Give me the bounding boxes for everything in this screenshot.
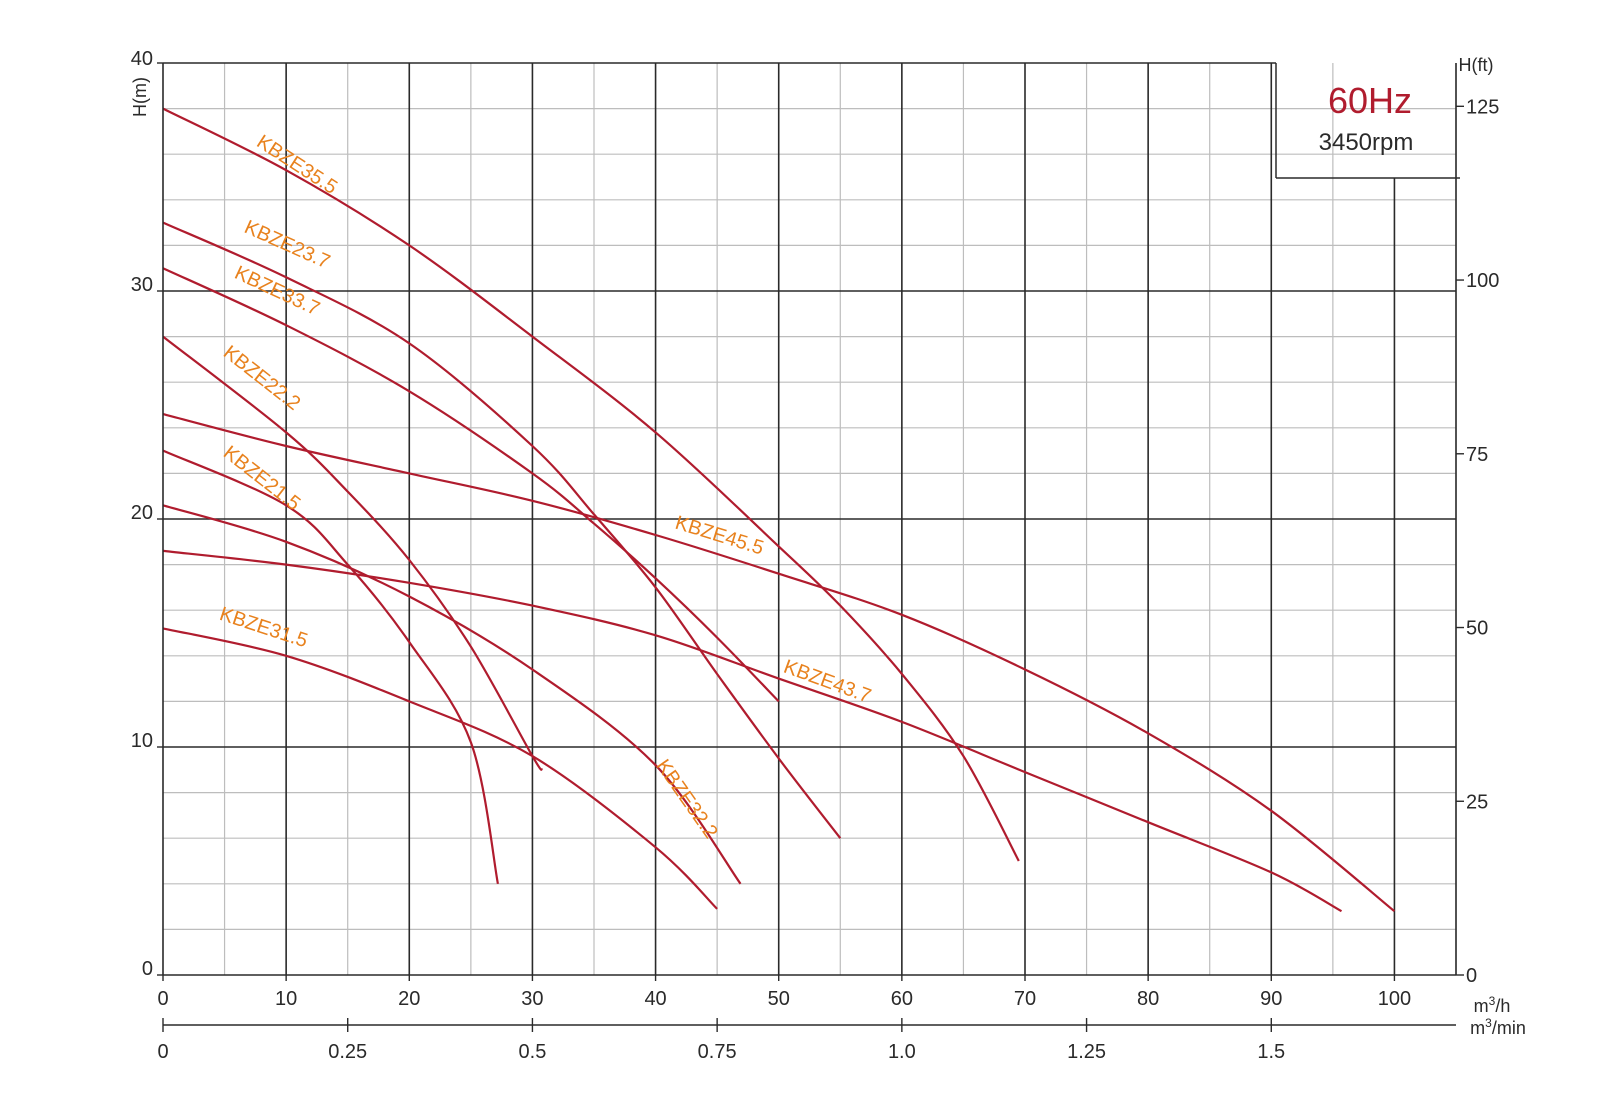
curve-kbze32-2 — [162, 504, 742, 885]
x2-tick-label: 0 — [157, 1041, 168, 1063]
frequency-box: 60Hz 3450rpm — [1275, 63, 1460, 179]
curve-label-kbze43-7: KBZE43.7 — [781, 656, 874, 708]
x2-tick-label: 0.75 — [698, 1041, 737, 1063]
x-unit-secondary: m3/min — [1470, 1016, 1526, 1038]
curve-kbze45-5 — [162, 413, 1396, 913]
y-tick-label: 10 — [131, 730, 153, 752]
svg-text:m3/h: m3/h — [1474, 994, 1511, 1016]
x-tick-label: 60 — [891, 988, 913, 1010]
x-tick-label: 0 — [157, 988, 168, 1010]
x-tick-label: 30 — [521, 988, 543, 1010]
curve-label-kbze23-7: KBZE23.7 — [241, 216, 333, 273]
y-tick-label: 40 — [131, 48, 153, 70]
x-tick-label: 10 — [275, 988, 297, 1010]
y-tick-label: 30 — [131, 274, 153, 296]
y-right-tick-label: 125 — [1466, 96, 1499, 118]
svg-text:m3/min: m3/min — [1470, 1016, 1526, 1038]
x-tick-label: 70 — [1014, 988, 1036, 1010]
x2-tick-label: 0.25 — [328, 1041, 367, 1063]
x2-tick-label: 0.5 — [519, 1041, 547, 1063]
curve-kbze31-5 — [162, 627, 718, 910]
x2-tick-label: 1.5 — [1257, 1041, 1285, 1063]
curves — [162, 107, 1396, 913]
y-axis-title-right: H(ft) — [1459, 55, 1494, 75]
curve-kbze33-7 — [162, 267, 780, 703]
frequency-label: 60Hz — [1328, 80, 1412, 121]
y-tick-label: 20 — [131, 502, 153, 524]
y-tick-label: 0 — [142, 958, 153, 980]
y-axis-title-left: H(m) — [130, 77, 150, 117]
curve-label-kbze22-2: KBZE22.2 — [219, 341, 304, 414]
x-tick-label: 20 — [398, 988, 420, 1010]
curve-kbze43-7 — [162, 549, 1343, 913]
curve-kbze23-7 — [162, 221, 842, 839]
grid — [163, 63, 1457, 975]
x-tick-label: 80 — [1137, 988, 1159, 1010]
x-unit-primary: m3/h — [1474, 994, 1511, 1016]
x-tick-label: 100 — [1378, 988, 1411, 1010]
x-tick-label: 40 — [644, 988, 666, 1010]
x2-tick-label: 1.25 — [1067, 1041, 1106, 1063]
y-right-tick-label: 50 — [1466, 618, 1488, 640]
y-right-tick-label: 0 — [1466, 965, 1477, 987]
x2-tick-label: 1.0 — [888, 1041, 916, 1063]
y-right-tick-label: 25 — [1466, 791, 1488, 813]
curve-kbze21-5 — [162, 449, 499, 885]
curve-kbze22-2 — [162, 335, 544, 771]
y-right-tick-label: 100 — [1466, 270, 1499, 292]
x-tick-label: 90 — [1260, 988, 1282, 1010]
curve-labels: KBZE35.5KBZE23.7KBZE33.7KBZE22.2KBZE21.5… — [217, 131, 874, 843]
curve-kbze35-5 — [162, 107, 1020, 862]
curve-label-kbze32-2: KBZE32.2 — [651, 755, 721, 842]
y-right-tick-label: 75 — [1466, 444, 1488, 466]
rpm-label: 3450rpm — [1319, 129, 1414, 156]
x-tick-label: 50 — [768, 988, 790, 1010]
curve-label-kbze35-5: KBZE35.5 — [253, 131, 341, 199]
